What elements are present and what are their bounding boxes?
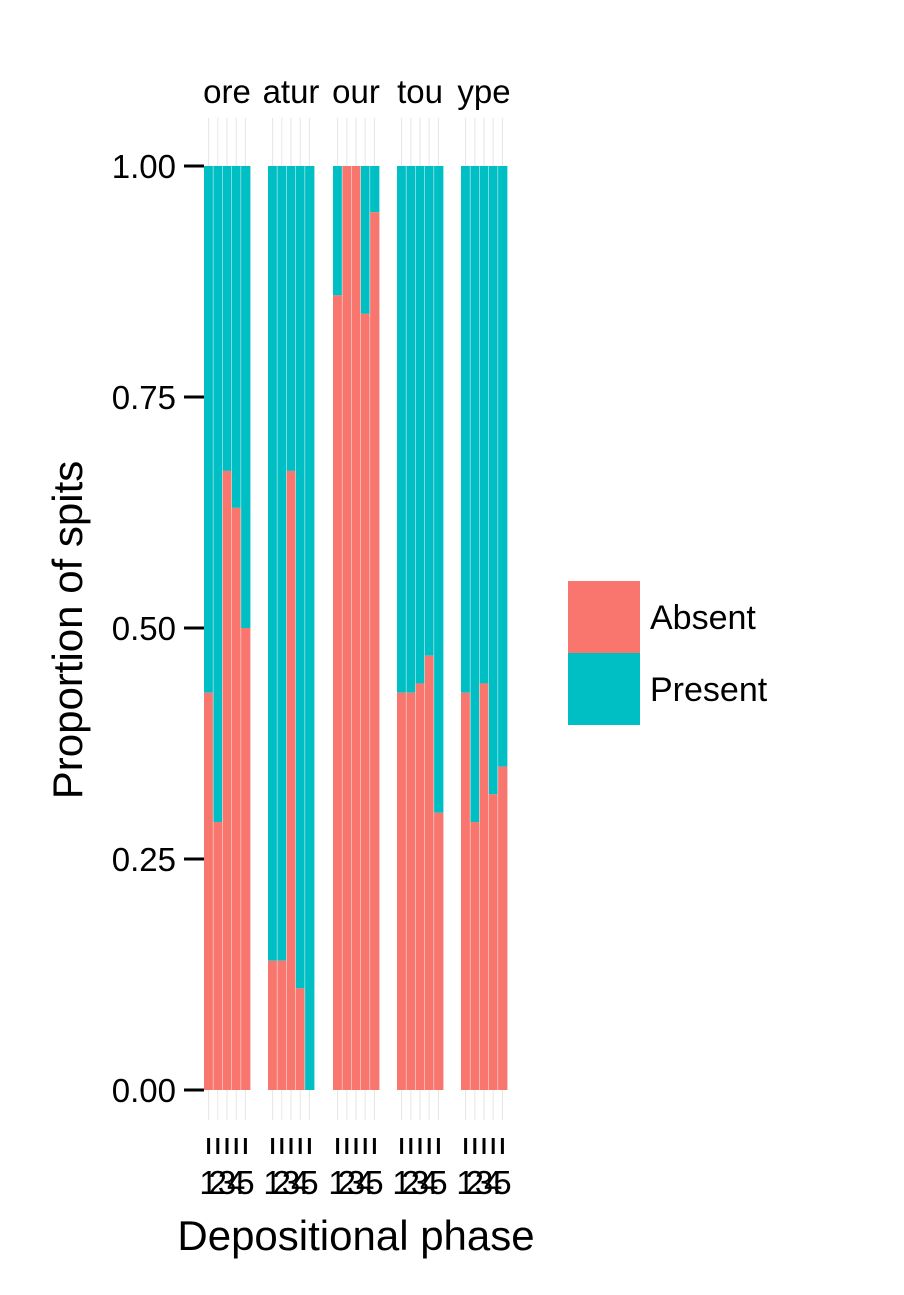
bar-present	[415, 166, 425, 684]
x-axis-title: Depositional phase	[177, 1212, 534, 1259]
bar-present	[204, 166, 214, 693]
bar-present	[497, 166, 508, 767]
x-tick-label: 3	[282, 1164, 300, 1201]
x-tick-label: 4	[291, 1164, 309, 1201]
bar-absent	[351, 166, 361, 1090]
x-tick-label: 3	[218, 1164, 236, 1201]
bar-absent	[415, 683, 425, 1090]
bar-present	[231, 166, 242, 508]
x-tick-label: 2	[402, 1164, 420, 1201]
x-tick-label: 2	[466, 1164, 484, 1201]
bar-present	[479, 166, 489, 684]
y-axis-title: Proportion of spits	[44, 461, 91, 800]
x-tick-label: 3	[411, 1164, 429, 1201]
x-tick-label: 2	[338, 1164, 356, 1201]
legend-label-present: Present	[650, 671, 768, 709]
facet-strip-label: tou	[397, 73, 443, 110]
y-tick-label: 0.25	[112, 841, 176, 878]
bar-absent	[333, 295, 343, 1090]
facet-strip-label: ype	[457, 73, 510, 110]
bars	[204, 166, 508, 1091]
bar-absent	[470, 822, 480, 1090]
bar-present	[369, 166, 380, 213]
bar-present	[277, 166, 287, 961]
y-tick-label: 0.75	[112, 379, 176, 416]
bar-absent	[497, 766, 508, 1090]
bar-present	[222, 166, 232, 471]
bar-absent	[295, 988, 306, 1090]
x-tick-label: 5	[493, 1164, 511, 1201]
bar-absent	[360, 313, 371, 1091]
bar-absent	[479, 683, 489, 1090]
bar-present	[295, 166, 306, 989]
bar-absent	[461, 692, 471, 1090]
facet-strips: ore atur our tou ype	[203, 73, 510, 110]
x-tick-label: 1	[263, 1164, 281, 1201]
x-tick-label: 1	[456, 1164, 474, 1201]
x-tick-label: 4	[356, 1164, 374, 1201]
x-tick-label: 5	[365, 1164, 383, 1201]
bar-absent	[268, 960, 278, 1090]
bar-absent	[397, 692, 407, 1090]
bar-present	[240, 166, 251, 628]
x-tick-label: 4	[227, 1164, 245, 1201]
x-tick-label: 3	[475, 1164, 493, 1201]
bar-absent	[231, 507, 242, 1090]
bar-present	[488, 166, 499, 795]
bar-present	[424, 166, 435, 656]
bar-absent	[222, 470, 232, 1090]
legend: Absent Present	[568, 581, 768, 725]
x-tick-label: 3	[347, 1164, 365, 1201]
bar-present	[286, 166, 296, 471]
bar-present	[397, 166, 407, 693]
legend-label-absent: Absent	[650, 599, 756, 637]
legend-key-present	[568, 653, 640, 725]
bar-present	[470, 166, 480, 823]
x-tick-label: 1	[328, 1164, 346, 1201]
x-tick-label: 1	[392, 1164, 410, 1201]
bar-present	[360, 166, 371, 314]
bar-absent	[424, 655, 435, 1090]
x-tick-label: 4	[484, 1164, 502, 1201]
y-axis: 0.00 0.25 0.50 0.75 1.00	[112, 148, 204, 1109]
y-tick-label: 0.50	[112, 610, 176, 647]
x-tick-label: 2	[209, 1164, 227, 1201]
bar-absent	[342, 166, 352, 1090]
legend-key-absent	[568, 581, 640, 653]
bar-absent	[488, 794, 499, 1090]
bar-absent	[286, 470, 296, 1090]
x-tick-label: 5	[236, 1164, 254, 1201]
bar-absent	[277, 960, 287, 1090]
bar-present	[304, 166, 315, 1090]
facet-strip-label: ore	[203, 73, 251, 110]
bar-absent	[204, 692, 214, 1090]
bar-absent	[406, 692, 416, 1090]
bar-present	[461, 166, 471, 693]
bar-present	[433, 166, 444, 813]
y-tick-label: 1.00	[112, 148, 176, 185]
bar-absent	[369, 212, 380, 1090]
bar-present	[333, 166, 343, 296]
x-tick-label: 2	[273, 1164, 291, 1201]
bar-present	[268, 166, 278, 961]
facet-strip-label: our	[332, 73, 380, 110]
bar-present	[406, 166, 416, 693]
x-tick-label: 4	[420, 1164, 438, 1201]
bar-absent	[240, 628, 251, 1090]
x-tick-label: 5	[300, 1164, 318, 1201]
facet-strip-label: atur	[263, 73, 320, 110]
x-tick-label: 5	[429, 1164, 447, 1201]
bar-absent	[433, 812, 444, 1090]
bar-present	[213, 166, 223, 823]
bar-absent	[213, 822, 223, 1090]
x-tick-label: 1	[199, 1164, 217, 1201]
y-tick-label: 0.00	[112, 1072, 176, 1109]
